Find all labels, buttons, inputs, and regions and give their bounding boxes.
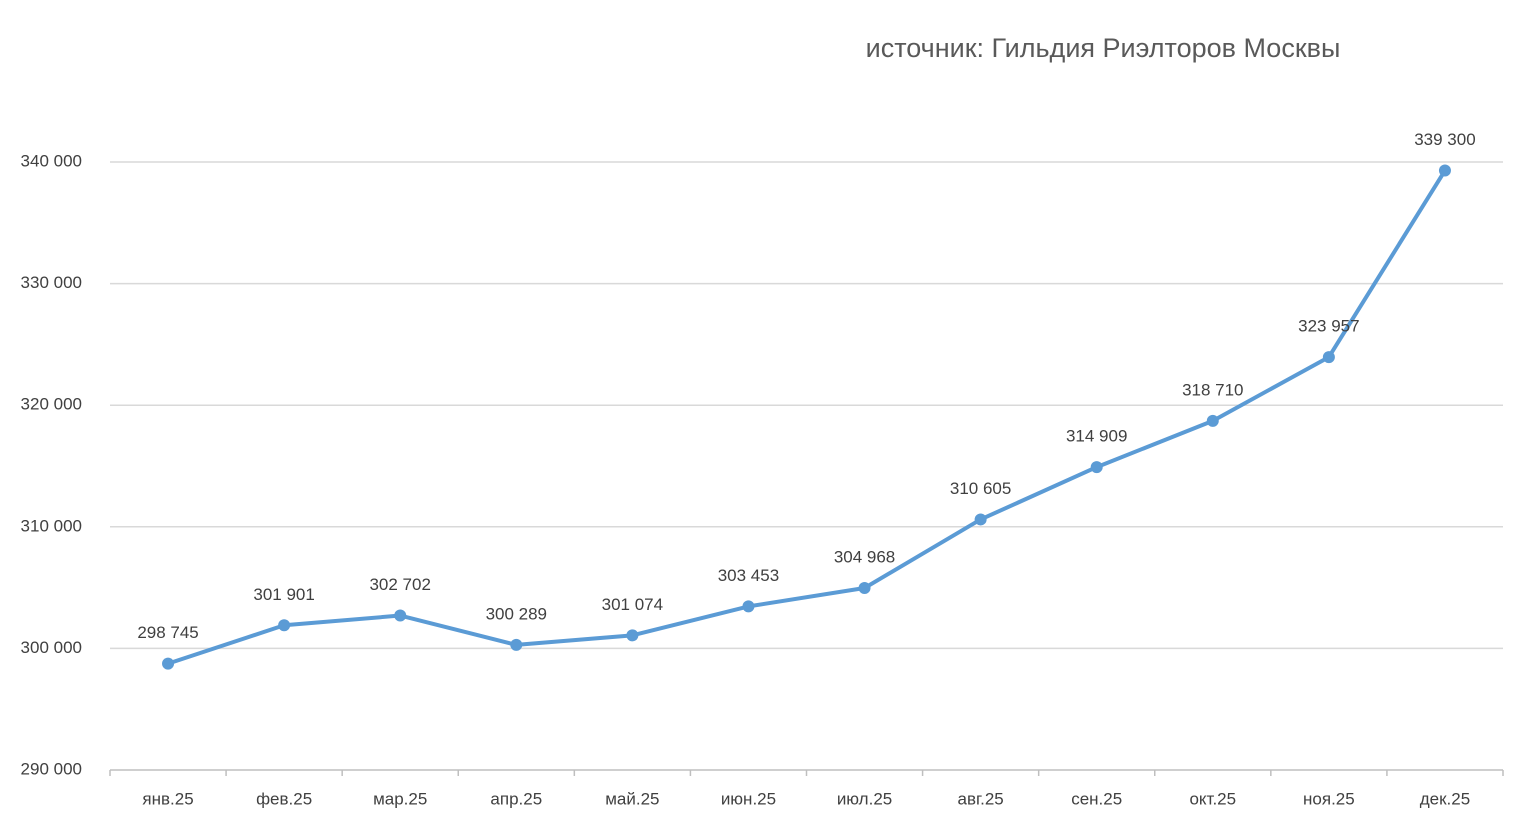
marker	[1322, 351, 1335, 364]
y-tick-label: 330 000	[21, 273, 82, 292]
marker	[626, 629, 639, 642]
data-label: 314 909	[1066, 427, 1127, 446]
marker	[510, 638, 523, 651]
chart-title: источник: Гильдия Риэлторов Москвы	[866, 33, 1341, 63]
marker	[1090, 461, 1103, 474]
data-label: 300 289	[486, 604, 547, 623]
y-tick-label: 340 000	[21, 151, 82, 170]
data-label: 318 710	[1182, 380, 1243, 399]
x-tick-label: фев.25	[256, 789, 312, 808]
data-label: 310 605	[950, 479, 1011, 498]
x-tick-label: май.25	[605, 789, 659, 808]
marker	[742, 600, 755, 613]
y-tick-label: 320 000	[21, 395, 82, 414]
marker	[162, 657, 175, 670]
x-tick-label: июн.25	[721, 789, 776, 808]
y-tick-label: 310 000	[21, 516, 82, 535]
x-tick-label: дек.25	[1420, 789, 1470, 808]
x-tick-label: июл.25	[837, 789, 892, 808]
data-label: 323 957	[1298, 317, 1359, 336]
marker	[1206, 414, 1219, 427]
x-tick-label: ноя.25	[1303, 789, 1355, 808]
data-label: 301 901	[253, 585, 314, 604]
marker	[1438, 164, 1451, 177]
marker	[278, 619, 291, 632]
x-tick-label: янв.25	[142, 789, 193, 808]
x-tick-label: сен.25	[1071, 789, 1122, 808]
data-label: 302 702	[369, 575, 430, 594]
data-label: 301 074	[602, 595, 663, 614]
data-label: 298 745	[137, 623, 198, 642]
marker	[858, 581, 871, 594]
data-label: 304 968	[834, 547, 895, 566]
y-tick-label: 300 000	[21, 638, 82, 657]
x-tick-label: авг.25	[958, 789, 1004, 808]
data-label: 303 453	[718, 566, 779, 585]
x-tick-label: окт.25	[1189, 789, 1236, 808]
marker	[974, 513, 987, 526]
marker	[394, 609, 407, 622]
line	[167, 169, 1447, 666]
y-tick-label: 290 000	[21, 759, 82, 778]
x-tick-label: мар.25	[373, 789, 427, 808]
x-tick-label: апр.25	[490, 789, 542, 808]
data-label: 339 300	[1414, 130, 1475, 149]
